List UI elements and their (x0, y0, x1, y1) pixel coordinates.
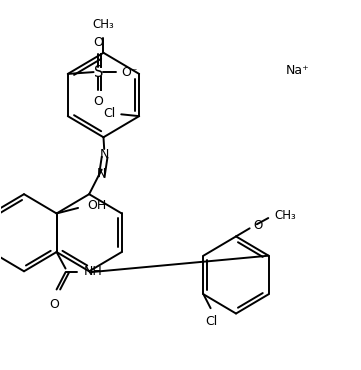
Text: CH₃: CH₃ (274, 209, 296, 222)
Text: CH₃: CH₃ (93, 18, 114, 31)
Text: O: O (253, 219, 262, 232)
Text: O: O (93, 95, 103, 108)
Text: O: O (93, 36, 103, 49)
Text: Cl: Cl (205, 315, 217, 328)
Text: Cl: Cl (103, 107, 115, 120)
Text: N: N (97, 168, 106, 181)
Text: O⁻: O⁻ (122, 65, 138, 78)
Text: O: O (49, 298, 58, 311)
Text: S: S (93, 65, 103, 80)
Text: OH: OH (87, 199, 106, 212)
Text: N: N (100, 148, 109, 161)
Text: NH: NH (84, 265, 103, 278)
Text: Na⁺: Na⁺ (286, 64, 310, 77)
